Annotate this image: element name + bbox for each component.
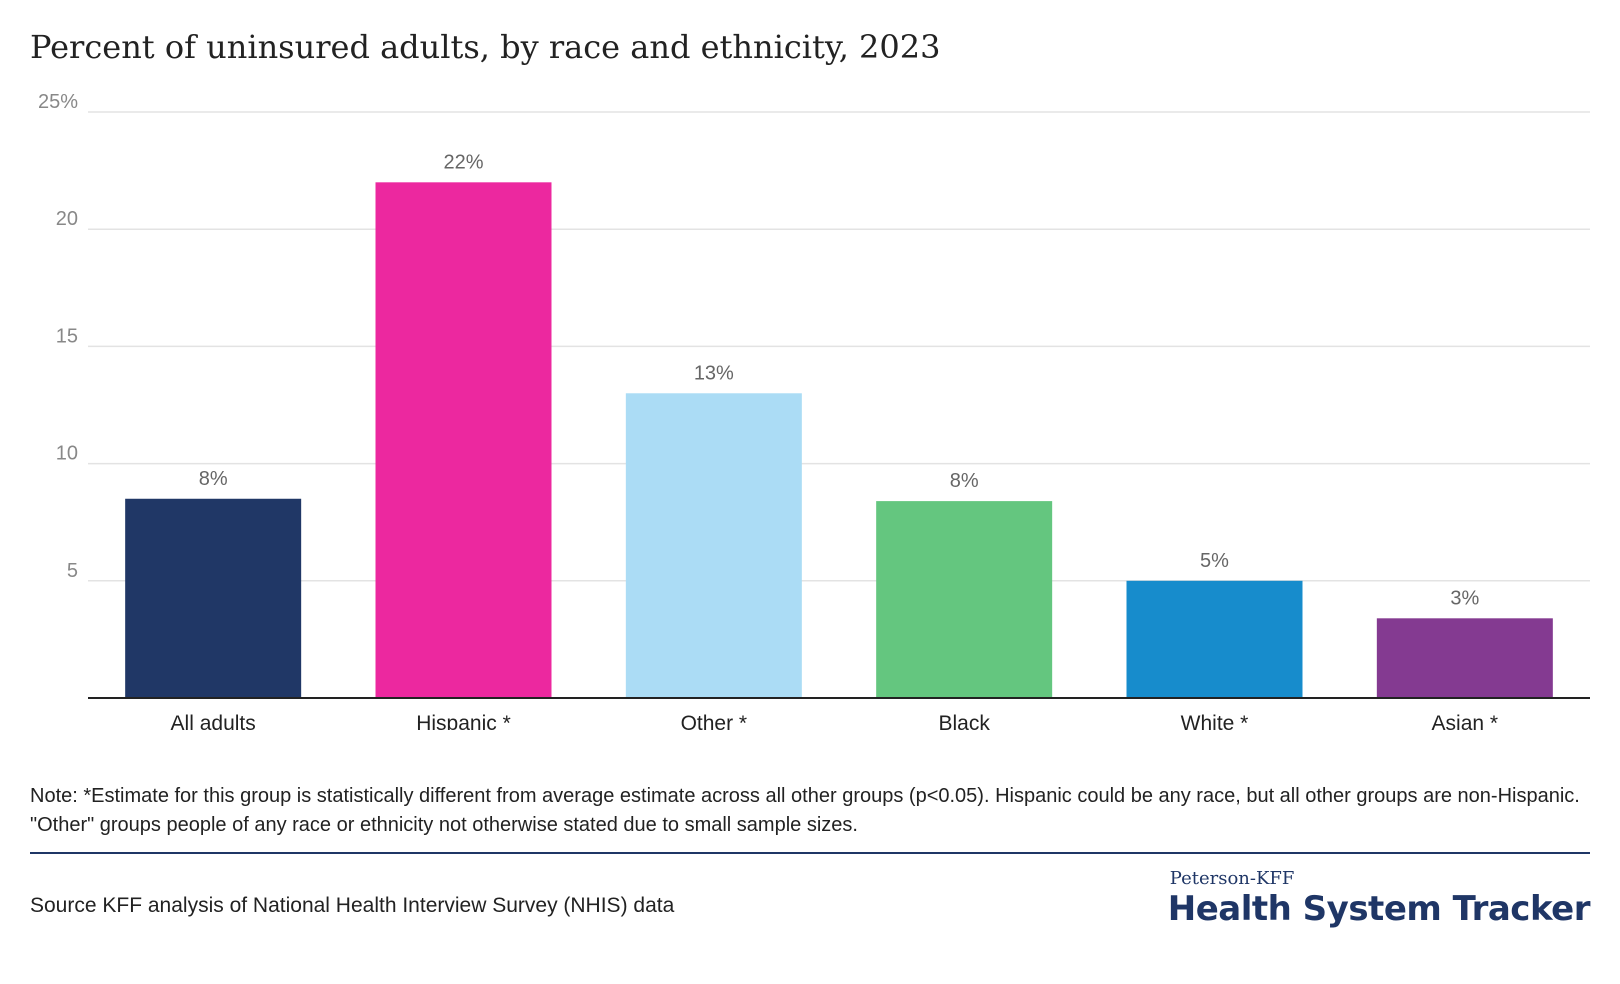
source-text: Source KFF analysis of National Health I… — [30, 894, 675, 917]
bar-4 — [1126, 580, 1303, 698]
gridlines — [88, 111, 1590, 582]
category-label-3: Black — [938, 712, 990, 730]
category-label-4: White * — [1181, 712, 1249, 730]
bar-5 — [1376, 618, 1553, 698]
y-tick-label-0: 5 — [67, 560, 78, 582]
divider-line — [30, 852, 1590, 854]
value-label-4: 5% — [1200, 550, 1229, 572]
bar-1 — [375, 182, 552, 698]
value-label-2: 13% — [694, 362, 734, 384]
bar-chart: 5 10 15 20 25% 8% 22% 13% 8% 5% 3% All adults Hisp… — [38, 91, 1590, 730]
chart-title: Percent of uninsured adults, by race and… — [30, 28, 941, 66]
category-label-0: All adults — [171, 712, 256, 730]
category-label-2: Other * — [681, 712, 748, 730]
bar-2 — [625, 393, 802, 698]
chart-note: Note: *Estimate for this group is statis… — [30, 785, 1580, 836]
bar-3 — [876, 501, 1053, 698]
logo-top-text: Peterson-KFF — [1169, 868, 1295, 889]
y-axis-ticks: 5 10 15 20 25% — [38, 91, 78, 582]
category-label-5: Asian * — [1432, 712, 1499, 730]
value-label-0: 8% — [199, 468, 228, 490]
y-tick-label-2: 15 — [56, 325, 78, 347]
logo-main-text: Health System Tracker — [1167, 889, 1591, 929]
value-labels: 8% 22% 13% 8% 5% 3% — [199, 151, 1480, 609]
brand-logo: Peterson-KFF Health System Tracker — [1167, 868, 1591, 929]
category-labels: All adults Hispanic * Other * Black White * A… — [171, 712, 1499, 730]
y-tick-label-1: 10 — [56, 443, 78, 465]
bars — [125, 182, 1553, 698]
value-label-3: 8% — [950, 470, 979, 492]
value-label-1: 22% — [443, 151, 483, 173]
bar-0 — [125, 498, 302, 698]
y-tick-label-4: 25% — [38, 91, 78, 113]
category-label-1: Hispanic * — [416, 712, 511, 730]
value-label-5: 3% — [1450, 587, 1479, 609]
y-tick-label-3: 20 — [56, 208, 78, 230]
